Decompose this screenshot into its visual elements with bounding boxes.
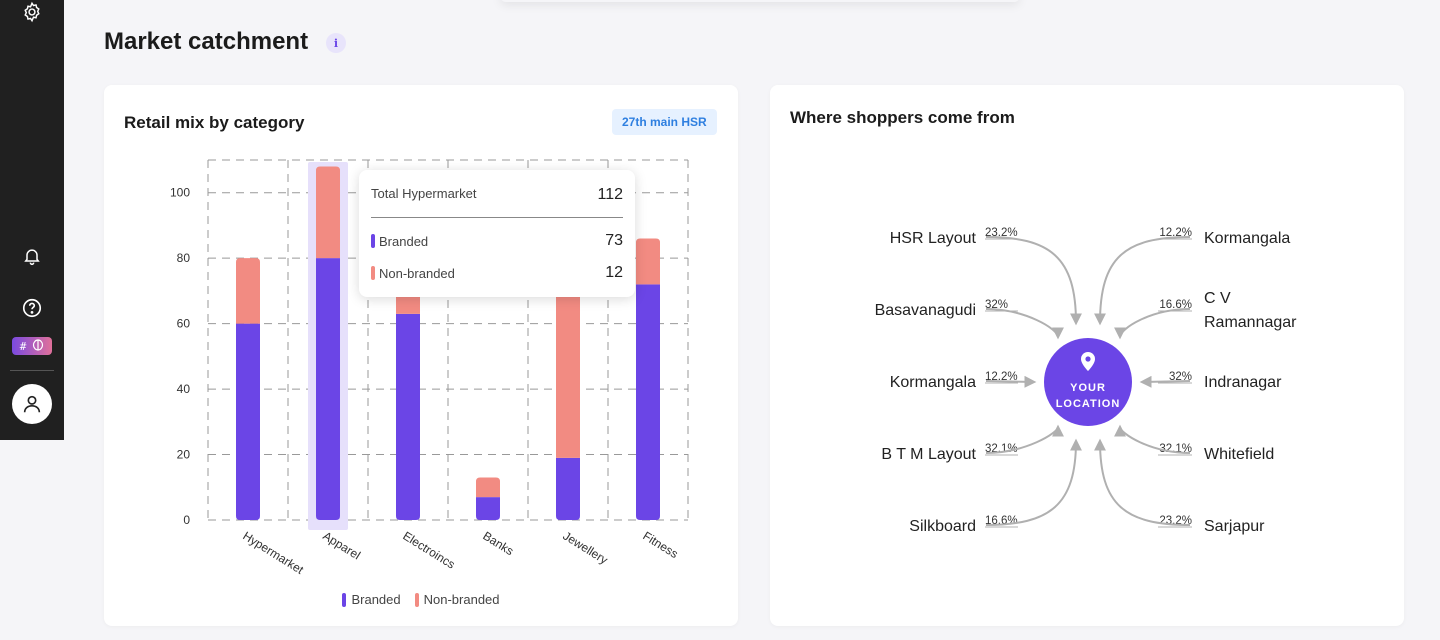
source-name-right: Indranagar [1204,374,1282,391]
x-tick-label: Banks [480,529,516,559]
legend-nonbranded-label: Non-branded [423,592,500,607]
source-name-right: Whitefield [1204,446,1274,463]
x-tick-label: Apparel [320,529,363,563]
bar-branded-apparel [316,258,340,520]
avatar[interactable] [12,384,52,424]
source-name-right: C V [1204,290,1231,307]
chart-tooltip: Total Hypermarket 112 Branded 73 Non-bra… [359,170,635,297]
flow-arrow-right [1094,438,1191,526]
retail-mix-chart: 0 20 40 60 80 100 Hypermarket Apparel Electroinc… [170,159,689,578]
bar-non-branded-banks [476,477,500,498]
bar-non-branded-jewellery [556,277,580,458]
y-tick-label: 100 [170,186,190,200]
x-tick-label: Fitness [640,529,680,561]
source-pct-right: 16.6% [1159,299,1192,311]
tooltip-nonbranded-value: 12 [605,264,623,281]
location-pin-icon [1081,352,1095,371]
y-tick-label: 60 [177,317,191,331]
y-tick-label: 20 [177,448,191,462]
bell-icon[interactable] [18,242,46,270]
top-bar-edge [500,0,1020,2]
bar-non-branded-fitness [636,238,660,285]
flow-arrow-right [1114,308,1191,340]
source-pct-left: 12.2% [985,371,1018,383]
shoppers-origin-title: Where shoppers come from [790,108,1015,127]
source-name-left: Kormangala [890,374,976,391]
tooltip-branded-label: Branded [379,233,429,249]
source-name-left: Basavanagudi [875,302,976,319]
sidebar-divider [10,370,54,371]
source-name-right: Sarjapur [1204,518,1265,535]
hash-badge[interactable]: # [12,337,52,355]
tooltip-row-branded: Branded 73 [371,232,623,250]
center-label-line: LOCATION [1056,398,1121,410]
source-pct-left: 32% [985,299,1008,311]
user-icon [23,395,41,413]
location-tag[interactable]: 27th main HSR [612,109,717,135]
source-pct-right: 12.2% [1159,227,1192,239]
legend-item-branded[interactable]: Branded [342,592,401,607]
gear-icon[interactable] [18,0,46,26]
bar-branded-fitness [636,284,660,520]
branded-swatch [371,234,375,248]
tooltip-nonbranded-label: Non-branded [379,265,455,281]
legend-branded-label: Branded [351,592,401,607]
flow-arrow-left [985,424,1064,454]
tooltip-title: Total Hypermarket [371,185,477,201]
sidebar: # [0,0,64,440]
flow-arrow-right [1139,375,1191,388]
flow-arrow-left [985,375,1037,388]
bar-branded-jewellery [556,457,580,520]
legend-item-nonbranded[interactable]: Non-branded [414,592,500,607]
brain-icon [32,338,44,354]
retail-mix-card: Retail mix by category 27th main HSR 0 20… [104,85,738,626]
bar-branded-banks [476,497,500,520]
shoppers-origin-card: Where shoppers come from YOUR LOCATION HSR… [770,85,1404,626]
flow-arrow-left [985,308,1064,340]
tooltip-branded-value: 73 [605,232,623,249]
your-location-circle [1044,338,1132,426]
source-name-right: Ramannagar [1204,314,1297,331]
center-label-line: YOUR [1070,382,1106,394]
nonbranded-swatch [371,266,375,280]
x-tick-label: Jewellery [560,529,610,567]
info-icon[interactable]: i [326,33,346,53]
source-name-left: HSR Layout [890,230,977,247]
shoppers-flow-diagram: YOUR LOCATION HSR Layout 23.2% Basavanagudi 3… [875,227,1298,535]
bar-branded-hypermarket [236,323,260,520]
bar-branded-electroincs [396,313,420,520]
source-pct-left: 23.2% [985,227,1018,239]
source-name-right: Kormangala [1204,230,1290,247]
x-tick-label: Hypermarket [240,529,306,578]
source-name-left: Silkboard [909,518,976,535]
source-pct-right: 32% [1169,371,1192,383]
x-tick-label: Electroincs [400,529,457,572]
tooltip-total: 112 [597,186,623,203]
chart-legend: Branded Non-branded [104,592,738,607]
retail-mix-title: Retail mix by category [124,113,305,132]
flow-arrow-right [1114,424,1191,454]
bar-non-branded-apparel [316,166,340,259]
tooltip-header: Total Hypermarket 112 [371,182,623,204]
hash-label: # [19,339,27,353]
flow-arrow-right [1094,236,1191,326]
bar-non-branded-hypermarket [236,258,260,324]
page-title: Market catchment [104,28,309,55]
help-icon[interactable] [18,294,46,322]
tooltip-divider [371,217,623,218]
flow-arrow-left [985,438,1082,526]
source-name-left: B T M Layout [881,446,976,463]
tooltip-row-nonbranded: Non-branded 12 [371,264,623,282]
y-tick-label: 40 [177,382,191,396]
flow-arrow-left [985,236,1082,326]
y-tick-label: 0 [183,513,190,527]
y-tick-label: 80 [177,251,191,265]
